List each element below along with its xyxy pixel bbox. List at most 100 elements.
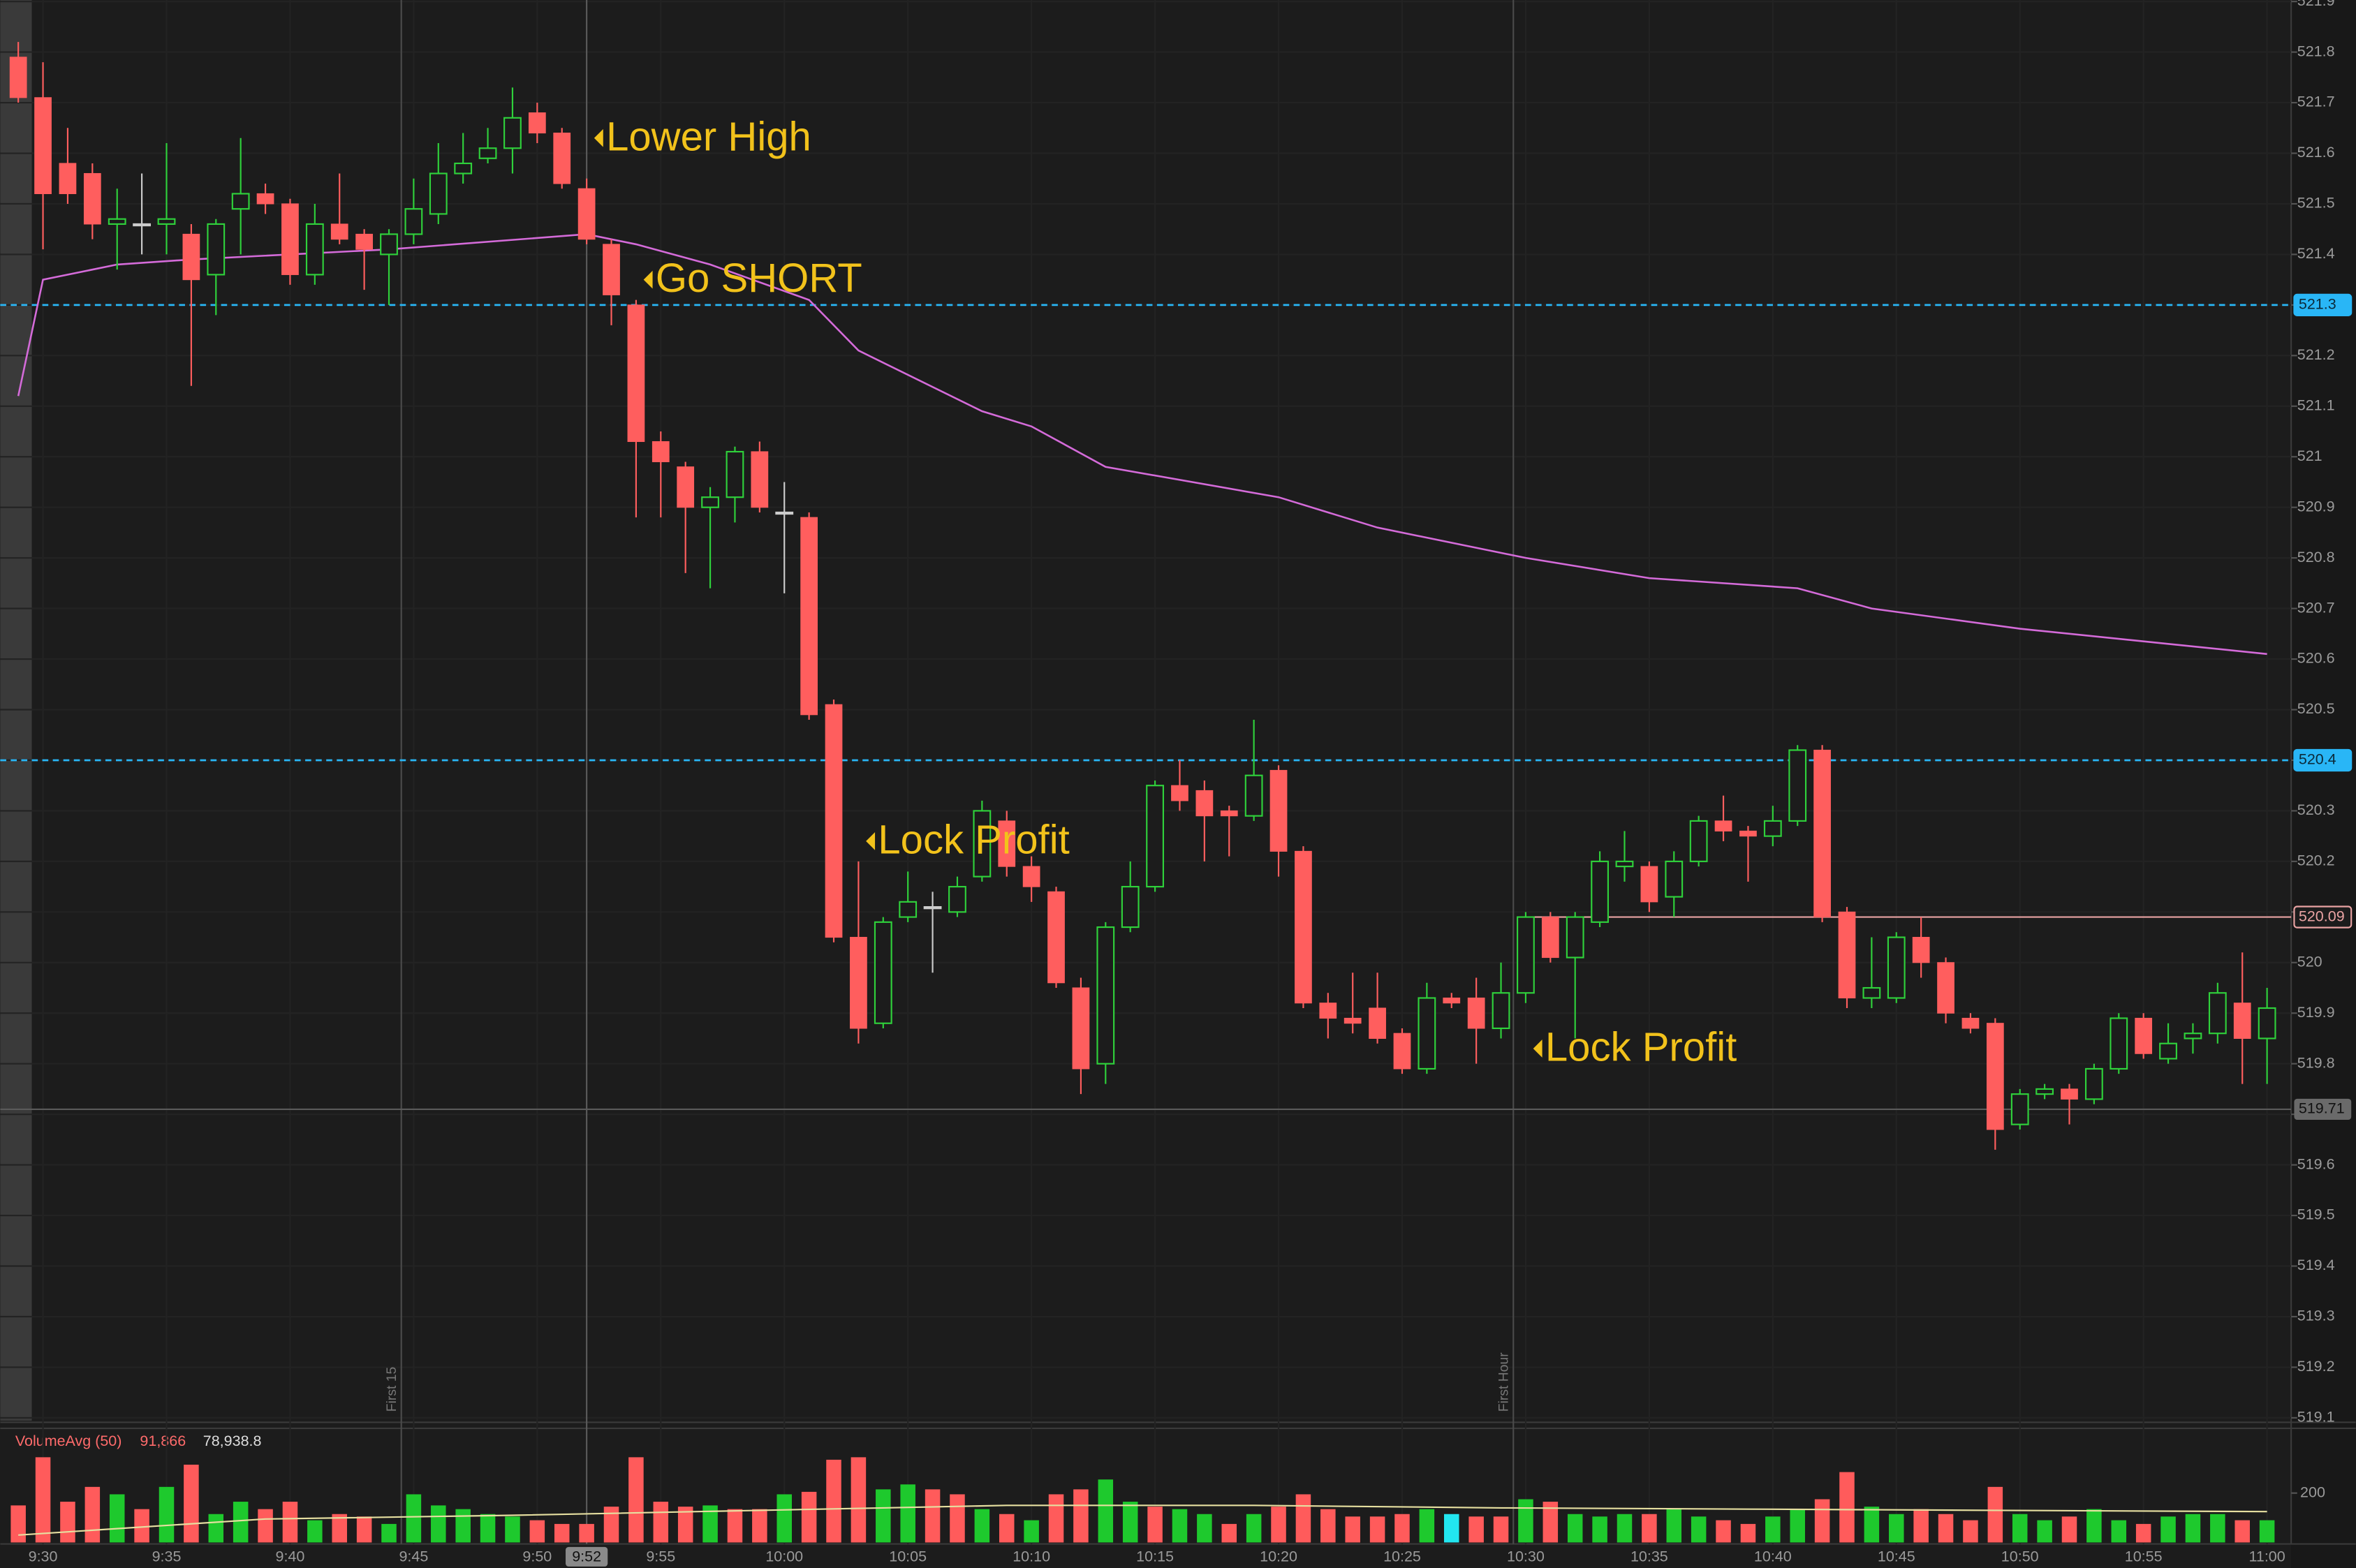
volume-bar <box>900 1484 915 1543</box>
candle-body <box>1763 820 1782 837</box>
volume-bar <box>1246 1514 1262 1543</box>
volume-bar <box>702 1505 718 1543</box>
volume-bar <box>826 1459 841 1543</box>
volume-bar <box>1765 1516 1781 1543</box>
volume-bar <box>925 1489 941 1543</box>
x-tick-label: 9:40 <box>276 1548 305 1565</box>
candle-body <box>1022 866 1040 887</box>
y-tick-label: 520 <box>2297 953 2322 970</box>
annotation-text: Lower High <box>606 114 811 159</box>
x-tick-label: 10:10 <box>1013 1548 1050 1565</box>
candle-body <box>1443 997 1461 1004</box>
x-tick-label: 10:50 <box>2001 1548 2039 1565</box>
y-tick-label: 521.7 <box>2297 94 2335 110</box>
candle-body <box>9 57 27 98</box>
candle-body <box>380 233 398 256</box>
volume-bar <box>60 1502 75 1543</box>
price-axis-bg <box>2291 0 2356 1568</box>
annotation-marker <box>866 831 876 850</box>
volume-bar <box>1617 1514 1633 1543</box>
y-tick-label: 519.9 <box>2297 1004 2335 1021</box>
price-level-label: 521.3 <box>2299 296 2336 313</box>
volume-bar <box>1172 1509 1188 1543</box>
volume-bar <box>950 1494 965 1543</box>
y-tick-label: 521.5 <box>2297 195 2335 212</box>
y-tick-label: 519.8 <box>2297 1054 2335 1071</box>
candle-body <box>825 704 843 938</box>
candle-body <box>207 223 226 276</box>
volume-tick-label: 200 <box>2300 1484 2325 1500</box>
candle-body <box>1566 916 1584 959</box>
candle-body <box>281 203 299 275</box>
volume-bar <box>431 1505 446 1543</box>
candle-body <box>603 244 620 295</box>
y-tick-label: 520.7 <box>2297 599 2335 616</box>
volume-bar <box>84 1486 101 1543</box>
candle-body <box>1541 917 1559 959</box>
candle-body <box>1517 916 1535 994</box>
y-tick-label: 520.6 <box>2297 650 2335 667</box>
volume-bar <box>2086 1509 2102 1543</box>
candle-body <box>850 937 867 1029</box>
annotation-marker <box>1533 1040 1543 1058</box>
candle-body <box>454 162 473 175</box>
candle-body <box>429 172 448 215</box>
candle-body <box>553 132 571 184</box>
volume-bar <box>999 1514 1015 1543</box>
volume-bar <box>1468 1516 1484 1543</box>
volume-bar <box>1716 1520 1731 1543</box>
candle-body <box>1096 926 1115 1065</box>
volume-bar <box>1048 1494 1064 1543</box>
candle-body <box>133 223 152 227</box>
volume-bar <box>1122 1502 1138 1543</box>
volume-bar <box>2234 1520 2250 1543</box>
candle-body <box>1937 962 1954 1014</box>
candle-body <box>1665 860 1684 898</box>
volume-bar <box>35 1457 51 1543</box>
x-tick-label: 9:30 <box>29 1548 58 1565</box>
candle-body <box>182 233 200 281</box>
candle-body <box>1146 785 1164 888</box>
volume-bar <box>134 1509 149 1543</box>
candle-body <box>973 810 992 878</box>
volume-bar <box>1790 1509 1805 1543</box>
volume-bar <box>579 1523 594 1543</box>
x-tick-label: 10:25 <box>1383 1548 1421 1565</box>
y-tick-label: 519.6 <box>2297 1155 2335 1172</box>
price-level-label: 520.4 <box>2299 751 2336 768</box>
candle-body <box>2135 1017 2153 1054</box>
y-tick-label: 519.1 <box>2297 1409 2335 1426</box>
y-tick-label: 521.8 <box>2297 43 2335 59</box>
candle-body <box>2233 1003 2251 1039</box>
candle-body <box>701 496 719 508</box>
volume-bar <box>2259 1520 2275 1543</box>
candle-body <box>2159 1042 2177 1060</box>
volume-bar <box>1024 1520 1039 1543</box>
volume-bar <box>1889 1514 1904 1543</box>
candle-body <box>1467 997 1485 1029</box>
annotation-marker <box>594 128 603 147</box>
volume-bar <box>10 1505 26 1543</box>
y-tick-label: 521.9 <box>2297 0 2335 9</box>
volume-bar <box>677 1507 693 1543</box>
candle-body <box>503 117 522 149</box>
volume-bar <box>2111 1520 2127 1543</box>
volume-bar <box>282 1502 298 1543</box>
x-tick-label: 10:35 <box>1630 1548 1668 1565</box>
volume-bar <box>233 1502 249 1543</box>
candle-body <box>1244 774 1263 817</box>
volume-bar <box>1073 1489 1089 1543</box>
volume-bar <box>1419 1509 1435 1543</box>
candle-body <box>751 451 769 508</box>
volume-bar <box>1221 1523 1237 1543</box>
x-tick-label: 10:05 <box>889 1548 927 1565</box>
y-tick-label: 521.1 <box>2297 397 2335 413</box>
volume-bar <box>1691 1516 1707 1543</box>
volume-bar <box>307 1520 323 1543</box>
candle-body <box>899 901 918 918</box>
candle-body <box>651 441 670 463</box>
candle-body <box>1319 1003 1337 1019</box>
volume-bar <box>159 1486 175 1543</box>
volume-bar <box>1666 1509 1682 1543</box>
